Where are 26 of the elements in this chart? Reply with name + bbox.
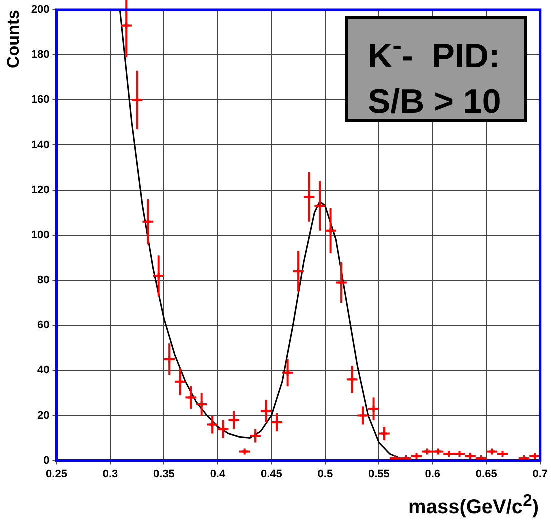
- x-tick-label: 0.3: [102, 468, 118, 480]
- label-box: K$^{-}$- PID: S/B > 10: [345, 16, 527, 122]
- y-tick-label: 140: [31, 139, 50, 152]
- y-tick-label: 180: [31, 49, 50, 62]
- x-tick-label: 0.55: [368, 468, 390, 480]
- x-tick-label: 0.4: [210, 468, 226, 480]
- y-axis-title: Counts: [4, 10, 23, 69]
- x-tick-label: 0.35: [154, 468, 175, 480]
- y-tick-label: 200: [31, 4, 50, 16]
- y-tick-label: 40: [38, 364, 50, 377]
- annotation: K$^{-}$- PID:: [368, 29, 502, 78]
- x-tick-label: 0.6: [425, 468, 441, 480]
- y-tick-label: 160: [31, 94, 50, 106]
- x-tick-label: 0.25: [46, 468, 68, 480]
- x-tick-label: 0.5: [318, 468, 334, 480]
- y-tick-label: 20: [38, 410, 50, 422]
- y-tick-label: 120: [31, 184, 50, 196]
- x-tick-label: 0.65: [476, 468, 498, 480]
- annotation: S/B > 10: [368, 82, 502, 124]
- y-tick-label: 100: [31, 229, 50, 242]
- y-tick-label: 60: [38, 320, 50, 332]
- y-tick-label: 80: [38, 274, 50, 287]
- x-tick-label: 0.45: [260, 468, 282, 480]
- x-axis-title: mass(GeV/c$^{2}$): [408, 491, 539, 520]
- x-tick-label: 0.7: [532, 468, 548, 480]
- y-tick-label: 0: [44, 454, 50, 467]
